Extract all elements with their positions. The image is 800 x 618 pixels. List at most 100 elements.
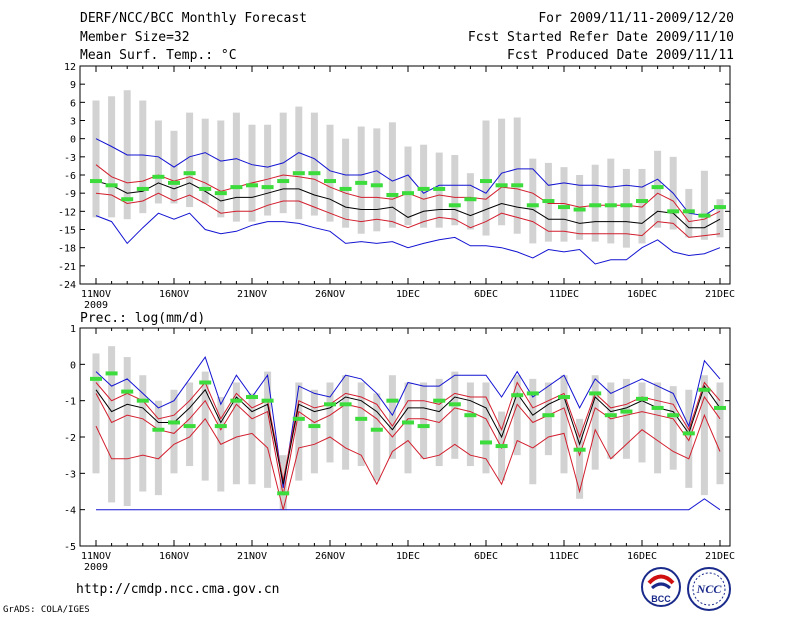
ensemble-box: [591, 375, 599, 470]
observed-marker: [246, 183, 258, 188]
observed-marker: [168, 420, 180, 425]
observed-marker: [651, 185, 664, 190]
x-tick-label: 6DEC: [474, 551, 498, 562]
x-tick-label: 21DEC: [705, 551, 735, 562]
y-tick-label: 0: [70, 135, 76, 146]
ensemble-box: [513, 117, 521, 234]
observed-marker: [526, 391, 539, 396]
observed-marker: [495, 444, 508, 449]
observed-marker: [480, 440, 492, 445]
observed-marker: [542, 199, 555, 204]
observed-marker: [682, 431, 695, 436]
ensemble-box: [716, 382, 724, 485]
y-tick-label: -21: [58, 262, 76, 273]
forecast-start-date: Fcst Started Refer Date 2009/11/10: [467, 30, 734, 45]
observed-marker: [90, 179, 102, 184]
ensemble-box: [716, 199, 724, 238]
ensemble-box: [92, 100, 100, 218]
observed-marker: [714, 205, 726, 210]
observed-marker: [604, 203, 617, 208]
inner-lower-line: [95, 393, 721, 496]
ensemble-box: [186, 112, 194, 208]
ensemble-box: [264, 371, 272, 488]
y-tick-label: 1: [70, 324, 76, 335]
x-tick-label: 26NOV: [315, 551, 345, 562]
ensemble-box: [420, 382, 428, 459]
observed-marker: [417, 424, 430, 429]
ensemble-box: [638, 382, 646, 463]
observed-marker: [667, 209, 680, 214]
ensemble-box: [388, 375, 396, 459]
ensemble-box: [232, 382, 240, 485]
observed-marker: [261, 398, 274, 403]
year-label: 2009: [84, 562, 108, 573]
y-tick-label: 0: [70, 360, 76, 371]
observed-marker: [620, 203, 633, 208]
observed-marker: [480, 179, 492, 184]
ensemble-box: [607, 158, 615, 244]
observed-marker: [433, 186, 446, 191]
observed-marker: [136, 186, 149, 191]
observed-marker: [620, 409, 633, 414]
x-tick-label: 1DEC: [396, 551, 420, 562]
ensemble-box: [342, 138, 350, 228]
ensemble-box: [622, 168, 630, 248]
x-tick-label: 16NOV: [159, 551, 189, 562]
ensemble-box: [108, 96, 116, 218]
observed-marker: [246, 395, 258, 400]
ensemble-box: [482, 120, 490, 236]
observed-marker: [277, 491, 290, 496]
ensemble-box: [420, 144, 428, 228]
observed-marker: [464, 413, 477, 418]
observed-marker: [636, 199, 648, 204]
ensemble-box: [201, 371, 209, 481]
ensemble-box: [560, 167, 568, 242]
ensemble-box: [217, 120, 225, 218]
inner-lower-line: [95, 192, 721, 238]
ensemble-box: [108, 346, 116, 503]
source-url[interactable]: http://cmdp.ncc.cma.gov.cn: [76, 582, 280, 597]
observed-marker: [308, 171, 321, 176]
ensemble-box: [451, 371, 459, 459]
x-tick-label: 26NOV: [315, 289, 345, 300]
observed-marker: [105, 183, 118, 188]
observed-marker: [698, 213, 711, 218]
observed-marker: [573, 207, 586, 212]
observed-marker: [183, 424, 196, 429]
ensemble-box: [326, 124, 334, 222]
observed-marker: [105, 371, 118, 376]
ensemble-box: [123, 357, 131, 507]
observed-marker: [308, 424, 321, 429]
observed-marker: [448, 203, 461, 208]
x-tick-label: 11NOV: [81, 289, 111, 300]
ensemble-box: [139, 100, 147, 214]
ensemble-box: [466, 382, 474, 467]
bcc-logo-text: BCC: [651, 594, 671, 604]
x-tick-label: 16NOV: [159, 289, 189, 300]
ensemble-box: [295, 382, 303, 481]
observed-marker: [402, 191, 414, 196]
observed-marker: [604, 413, 617, 418]
variable-label: Mean Surf. Temp.: °C: [80, 48, 237, 63]
observed-marker: [152, 174, 165, 179]
ensemble-box: [607, 382, 615, 459]
ensemble-box: [310, 112, 318, 216]
ensemble-box: [622, 378, 630, 459]
ensemble-box: [373, 128, 381, 232]
observed-marker: [355, 180, 368, 185]
x-tick-label: 6DEC: [474, 289, 498, 300]
observed-marker: [386, 192, 399, 197]
observed-marker: [573, 447, 586, 452]
ensemble-box: [170, 389, 178, 474]
observed-marker: [589, 391, 602, 396]
observed-marker: [698, 387, 711, 392]
y-tick-label: -12: [58, 207, 76, 218]
ensemble-box: [326, 382, 334, 463]
y-tick-label: -2: [64, 433, 76, 444]
observed-marker: [714, 405, 726, 410]
forecast-produced-date: Fcst Produced Date 2009/11/11: [507, 48, 734, 63]
upper-bound-line: [95, 138, 721, 217]
ensemble-box: [513, 375, 521, 456]
observed-marker: [511, 183, 524, 188]
